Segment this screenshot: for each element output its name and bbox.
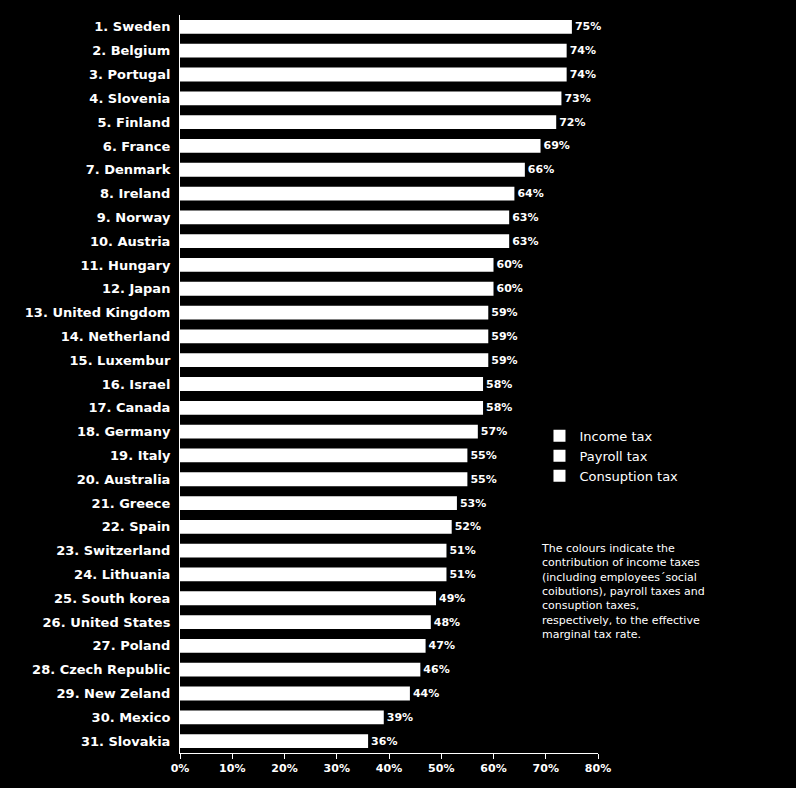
svg-text:24. Lithuania: 24. Lithuania: [74, 567, 170, 582]
svg-text:39%: 39%: [387, 711, 413, 724]
svg-text:9. Norway: 9. Norway: [97, 210, 171, 225]
svg-text:22. Spain: 22. Spain: [102, 519, 171, 534]
svg-text:26. United States: 26. United States: [43, 615, 171, 630]
svg-text:60%: 60%: [497, 258, 523, 271]
svg-text:0%: 0%: [171, 762, 190, 775]
svg-text:63%: 63%: [512, 235, 538, 248]
svg-text:27. Poland: 27. Poland: [93, 638, 171, 653]
svg-text:17. Canada: 17. Canada: [88, 400, 170, 415]
svg-text:4. Slovenia: 4. Slovenia: [89, 91, 170, 106]
svg-text:8. Ireland: 8. Ireland: [100, 186, 170, 201]
svg-text:19. Italy: 19. Italy: [110, 448, 171, 463]
svg-text:69%: 69%: [544, 139, 570, 152]
svg-text:20. Australia: 20. Australia: [77, 472, 171, 487]
svg-text:36%: 36%: [371, 735, 397, 748]
svg-text:74%: 74%: [570, 44, 596, 57]
svg-text:60%: 60%: [480, 762, 506, 775]
svg-text:16. Israel: 16. Israel: [102, 377, 171, 392]
svg-text:63%: 63%: [512, 211, 538, 224]
svg-text:10%: 10%: [219, 762, 245, 775]
svg-text:44%: 44%: [413, 687, 439, 700]
svg-text:18. Germany: 18. Germany: [77, 424, 171, 439]
svg-text:59%: 59%: [491, 354, 517, 367]
svg-text:52%: 52%: [455, 520, 481, 533]
svg-text:7. Denmark: 7. Denmark: [86, 162, 171, 177]
svg-text:2. Belgium: 2. Belgium: [92, 43, 170, 58]
svg-text:23. Switzerland: 23. Switzerland: [56, 543, 170, 558]
svg-text:20%: 20%: [271, 762, 297, 775]
svg-text:Payroll tax: Payroll tax: [579, 449, 647, 464]
svg-text:75%: 75%: [575, 20, 601, 33]
svg-text:Income tax: Income tax: [579, 429, 652, 444]
svg-text:30%: 30%: [324, 762, 350, 775]
svg-text:48%: 48%: [434, 616, 460, 629]
svg-text:13. United Kingdom: 13. United Kingdom: [25, 305, 171, 320]
svg-text:70%: 70%: [533, 762, 559, 775]
svg-text:51%: 51%: [449, 544, 475, 557]
svg-text:60%: 60%: [497, 282, 523, 295]
svg-text:80%: 80%: [585, 762, 611, 775]
svg-text:14. Netherland: 14. Netherland: [61, 329, 171, 344]
svg-text:73%: 73%: [564, 92, 590, 105]
svg-text:21. Greece: 21. Greece: [92, 496, 171, 511]
svg-text:47%: 47%: [429, 639, 455, 652]
svg-text:5. Finland: 5. Finland: [98, 115, 171, 130]
svg-text:72%: 72%: [559, 116, 585, 129]
svg-text:59%: 59%: [491, 330, 517, 343]
svg-text:28. Czech Republic: 28. Czech Republic: [32, 662, 170, 677]
svg-text:59%: 59%: [491, 306, 517, 319]
svg-text:51%: 51%: [449, 568, 475, 581]
svg-text:3. Portugal: 3. Portugal: [89, 67, 170, 82]
svg-text:10. Austria: 10. Austria: [90, 234, 170, 249]
svg-text:53%: 53%: [460, 497, 486, 510]
svg-text:58%: 58%: [486, 401, 512, 414]
svg-text:50%: 50%: [428, 762, 454, 775]
svg-text:57%: 57%: [481, 425, 507, 438]
svg-text:29. New Zeland: 29. New Zeland: [57, 686, 171, 701]
svg-text:The colours indicate thecontri: The colours indicate thecontribution of …: [541, 542, 705, 641]
svg-text:6. France: 6. France: [103, 138, 171, 153]
svg-text:30. Mexico: 30. Mexico: [92, 710, 171, 725]
svg-text:15. Luxembur: 15. Luxembur: [70, 353, 171, 368]
svg-text:1. Sweden: 1. Sweden: [94, 19, 170, 34]
svg-text:64%: 64%: [517, 187, 543, 200]
svg-text:66%: 66%: [528, 163, 554, 176]
svg-text:55%: 55%: [470, 449, 496, 462]
svg-text:58%: 58%: [486, 378, 512, 391]
svg-text:25. South korea: 25. South korea: [54, 591, 170, 606]
svg-text:31. Slovakia: 31. Slovakia: [81, 734, 170, 749]
svg-text:46%: 46%: [423, 663, 449, 676]
svg-text:11. Hungary: 11. Hungary: [80, 258, 170, 273]
svg-text:Consuption tax: Consuption tax: [579, 469, 678, 484]
svg-text:40%: 40%: [376, 762, 402, 775]
svg-text:74%: 74%: [570, 68, 596, 81]
svg-text:55%: 55%: [470, 473, 496, 486]
svg-text:49%: 49%: [439, 592, 465, 605]
svg-text:12. Japan: 12. Japan: [102, 281, 171, 296]
